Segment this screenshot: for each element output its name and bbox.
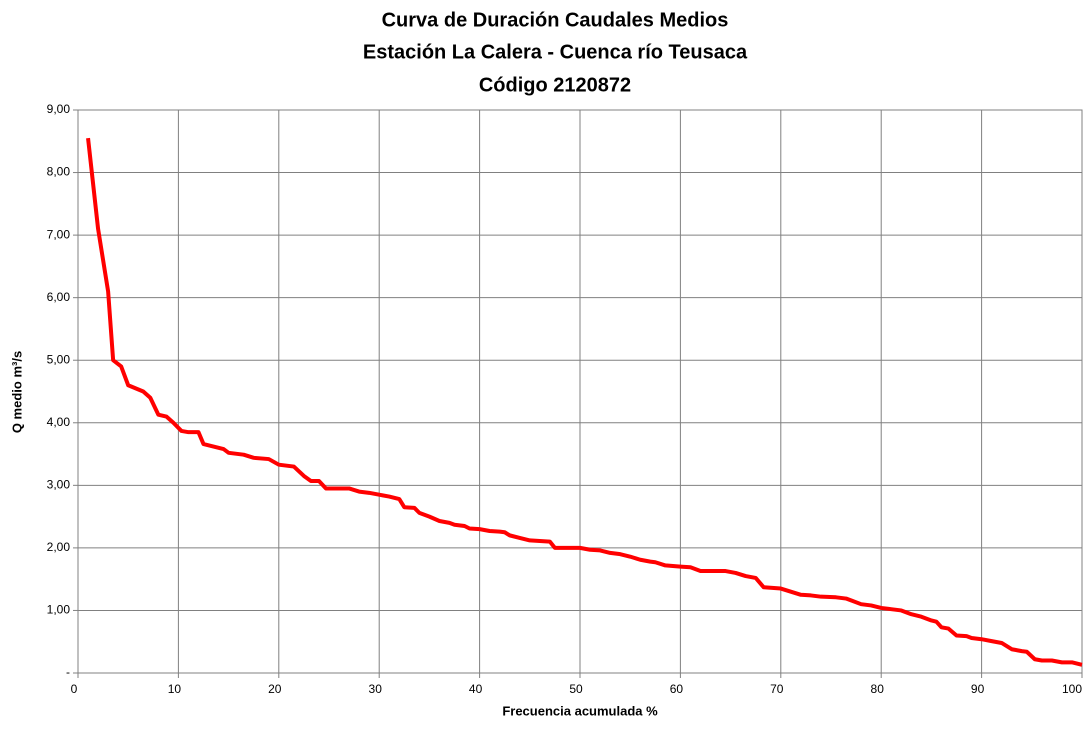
chart-title: Estación La Calera - Cuenca río Teusaca <box>363 41 748 63</box>
plot-border <box>77 109 1083 674</box>
chart-title: Curva de Duración Caudales Medios <box>382 9 729 31</box>
y-tick-label: 8,00 <box>47 165 71 179</box>
data-line <box>86 137 1083 667</box>
x-tick-label: 90 <box>971 682 985 696</box>
y-axis-label: Q medio m³/s <box>9 351 24 433</box>
x-tick-label: 100 <box>1062 682 1082 696</box>
y-tick-label: 9,00 <box>47 102 71 116</box>
x-tick-label: 0 <box>71 682 78 696</box>
y-tick-label: 1,00 <box>47 603 71 617</box>
chart-title: Código 2120872 <box>479 74 631 96</box>
y-tick-label: 2,00 <box>47 540 71 554</box>
x-tick-label: 30 <box>369 682 383 696</box>
y-tick-label: 5,00 <box>47 352 71 366</box>
x-axis-label: Frecuencia acumulada % <box>502 703 658 718</box>
y-tick-label: 6,00 <box>47 290 71 304</box>
y-tick-label: 7,00 <box>47 227 71 241</box>
x-tick-label: 10 <box>168 682 182 696</box>
x-tick-label: 50 <box>569 682 583 696</box>
y-tick-label: 4,00 <box>47 415 71 429</box>
x-tick-label: 20 <box>268 682 282 696</box>
y-tick-label: - <box>66 665 70 679</box>
y-tick-label: 3,00 <box>47 478 71 492</box>
x-tick-label: 60 <box>670 682 684 696</box>
x-tick-label: 70 <box>770 682 784 696</box>
x-tick-label: 40 <box>469 682 483 696</box>
x-tick-label: 80 <box>871 682 885 696</box>
